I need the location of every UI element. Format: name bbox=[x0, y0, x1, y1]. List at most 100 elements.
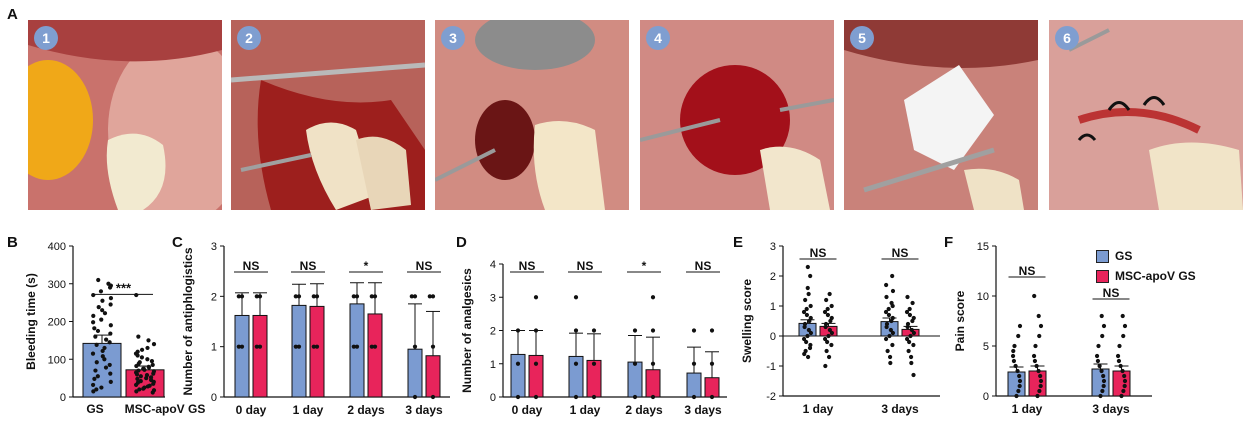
data-point-C bbox=[409, 294, 414, 299]
data-point-E bbox=[826, 354, 832, 360]
data-point-F bbox=[1122, 378, 1128, 384]
data-point-B bbox=[90, 351, 96, 356]
data-point-E bbox=[827, 327, 832, 333]
bar-F-GS bbox=[1007, 371, 1026, 397]
data-point-E bbox=[805, 285, 810, 291]
x-tick-label-C: 2 days bbox=[347, 403, 385, 417]
data-point-B bbox=[144, 376, 149, 381]
y-tick-label-D: 2 bbox=[490, 326, 496, 338]
data-point-F bbox=[1017, 378, 1023, 384]
data-point-D bbox=[573, 394, 579, 400]
y-tick-label-C: 2 bbox=[211, 291, 217, 303]
data-point-E bbox=[804, 306, 809, 312]
y-tick-label-E: 3 bbox=[770, 241, 776, 253]
y-tick-label-C: 1 bbox=[211, 342, 217, 354]
data-point-E bbox=[890, 342, 895, 348]
data-point-C bbox=[351, 294, 356, 299]
data-point-E bbox=[889, 318, 894, 324]
data-point-E bbox=[911, 372, 916, 378]
data-point-E bbox=[883, 309, 889, 315]
data-point-C bbox=[369, 294, 374, 299]
data-point-E bbox=[890, 273, 895, 279]
data-point-C bbox=[254, 294, 259, 299]
y-tick-label-E: 0 bbox=[770, 331, 776, 343]
y-tick-label-F: 10 bbox=[977, 291, 989, 303]
data-point-C bbox=[354, 344, 360, 349]
significance-label-E: NS bbox=[810, 246, 827, 260]
bar-F-MSC-apoV GS bbox=[1112, 370, 1131, 397]
data-point-D bbox=[632, 394, 638, 400]
significance-label-D: NS bbox=[695, 259, 712, 273]
y-tick-label-B: 200 bbox=[48, 317, 66, 329]
data-point-E bbox=[824, 297, 829, 303]
data-point-B bbox=[151, 342, 157, 347]
step-badge: 6 bbox=[1055, 26, 1079, 50]
data-point-B bbox=[107, 285, 113, 290]
data-point-E bbox=[883, 336, 889, 342]
data-point-F bbox=[1016, 388, 1021, 394]
data-point-F bbox=[1016, 333, 1021, 339]
data-point-F bbox=[1010, 353, 1016, 359]
panel-d-letter: D bbox=[456, 234, 467, 251]
data-point-B bbox=[100, 298, 105, 303]
data-point-F bbox=[1095, 358, 1101, 364]
data-point-D bbox=[533, 394, 539, 400]
bar-F-GS bbox=[1091, 368, 1110, 397]
data-point-B bbox=[100, 308, 105, 313]
data-point-B bbox=[151, 381, 156, 386]
data-point-D bbox=[573, 361, 579, 366]
data-point-F bbox=[1100, 388, 1105, 394]
data-point-F bbox=[1017, 323, 1023, 329]
data-point-B bbox=[134, 292, 139, 298]
data-point-F bbox=[1099, 313, 1104, 319]
data-point-F bbox=[1101, 383, 1106, 389]
data-point-F bbox=[1032, 293, 1037, 299]
bar-C-GS bbox=[407, 348, 423, 398]
data-point-B bbox=[99, 317, 104, 322]
data-point-D bbox=[691, 394, 697, 400]
y-tick-label-E: -1 bbox=[766, 361, 776, 373]
data-point-B bbox=[145, 357, 150, 362]
legend-label-gs: GS bbox=[1115, 249, 1133, 263]
significance-label-C: NS bbox=[243, 259, 260, 273]
y-tick-label-D: 1 bbox=[490, 359, 496, 371]
x-tick-label-E: 1 day bbox=[803, 402, 834, 416]
data-point-B bbox=[149, 359, 155, 364]
data-point-F bbox=[1038, 378, 1044, 384]
data-point-E bbox=[801, 309, 807, 315]
data-point-B bbox=[146, 338, 151, 343]
data-point-D bbox=[573, 328, 579, 333]
bar-C-MSC-apoV GS bbox=[367, 313, 383, 398]
y-tick-label-B: 0 bbox=[60, 392, 66, 404]
data-point-E bbox=[808, 303, 813, 309]
data-point-B bbox=[92, 376, 97, 381]
data-point-B bbox=[139, 355, 145, 360]
data-point-D bbox=[709, 394, 715, 400]
data-point-E bbox=[808, 273, 813, 279]
data-point-F bbox=[1096, 343, 1101, 349]
x-tick-label-E: 3 days bbox=[881, 402, 919, 416]
bar-C-GS bbox=[291, 304, 307, 398]
photo-step-5: 5 bbox=[844, 20, 1038, 210]
data-point-C bbox=[311, 294, 316, 299]
data-point-B bbox=[104, 337, 109, 342]
data-point-E bbox=[824, 348, 829, 354]
data-point-B bbox=[91, 389, 96, 394]
data-point-E bbox=[886, 306, 891, 312]
data-point-B bbox=[108, 302, 113, 307]
data-point-F bbox=[1036, 313, 1041, 319]
panel-e-letter: E bbox=[733, 234, 744, 251]
legend-swatch-msc bbox=[1096, 269, 1109, 283]
data-point-B bbox=[145, 384, 150, 389]
bar-D-GS bbox=[627, 361, 643, 398]
data-point-E bbox=[890, 303, 895, 309]
data-point-F bbox=[1038, 323, 1044, 329]
data-point-D bbox=[709, 328, 715, 333]
data-point-D bbox=[691, 328, 697, 333]
y-tick-label-D: 0 bbox=[490, 392, 496, 404]
data-point-D bbox=[591, 394, 597, 400]
data-point-C bbox=[351, 344, 356, 349]
data-point-B bbox=[93, 368, 98, 373]
data-point-E bbox=[823, 324, 828, 330]
